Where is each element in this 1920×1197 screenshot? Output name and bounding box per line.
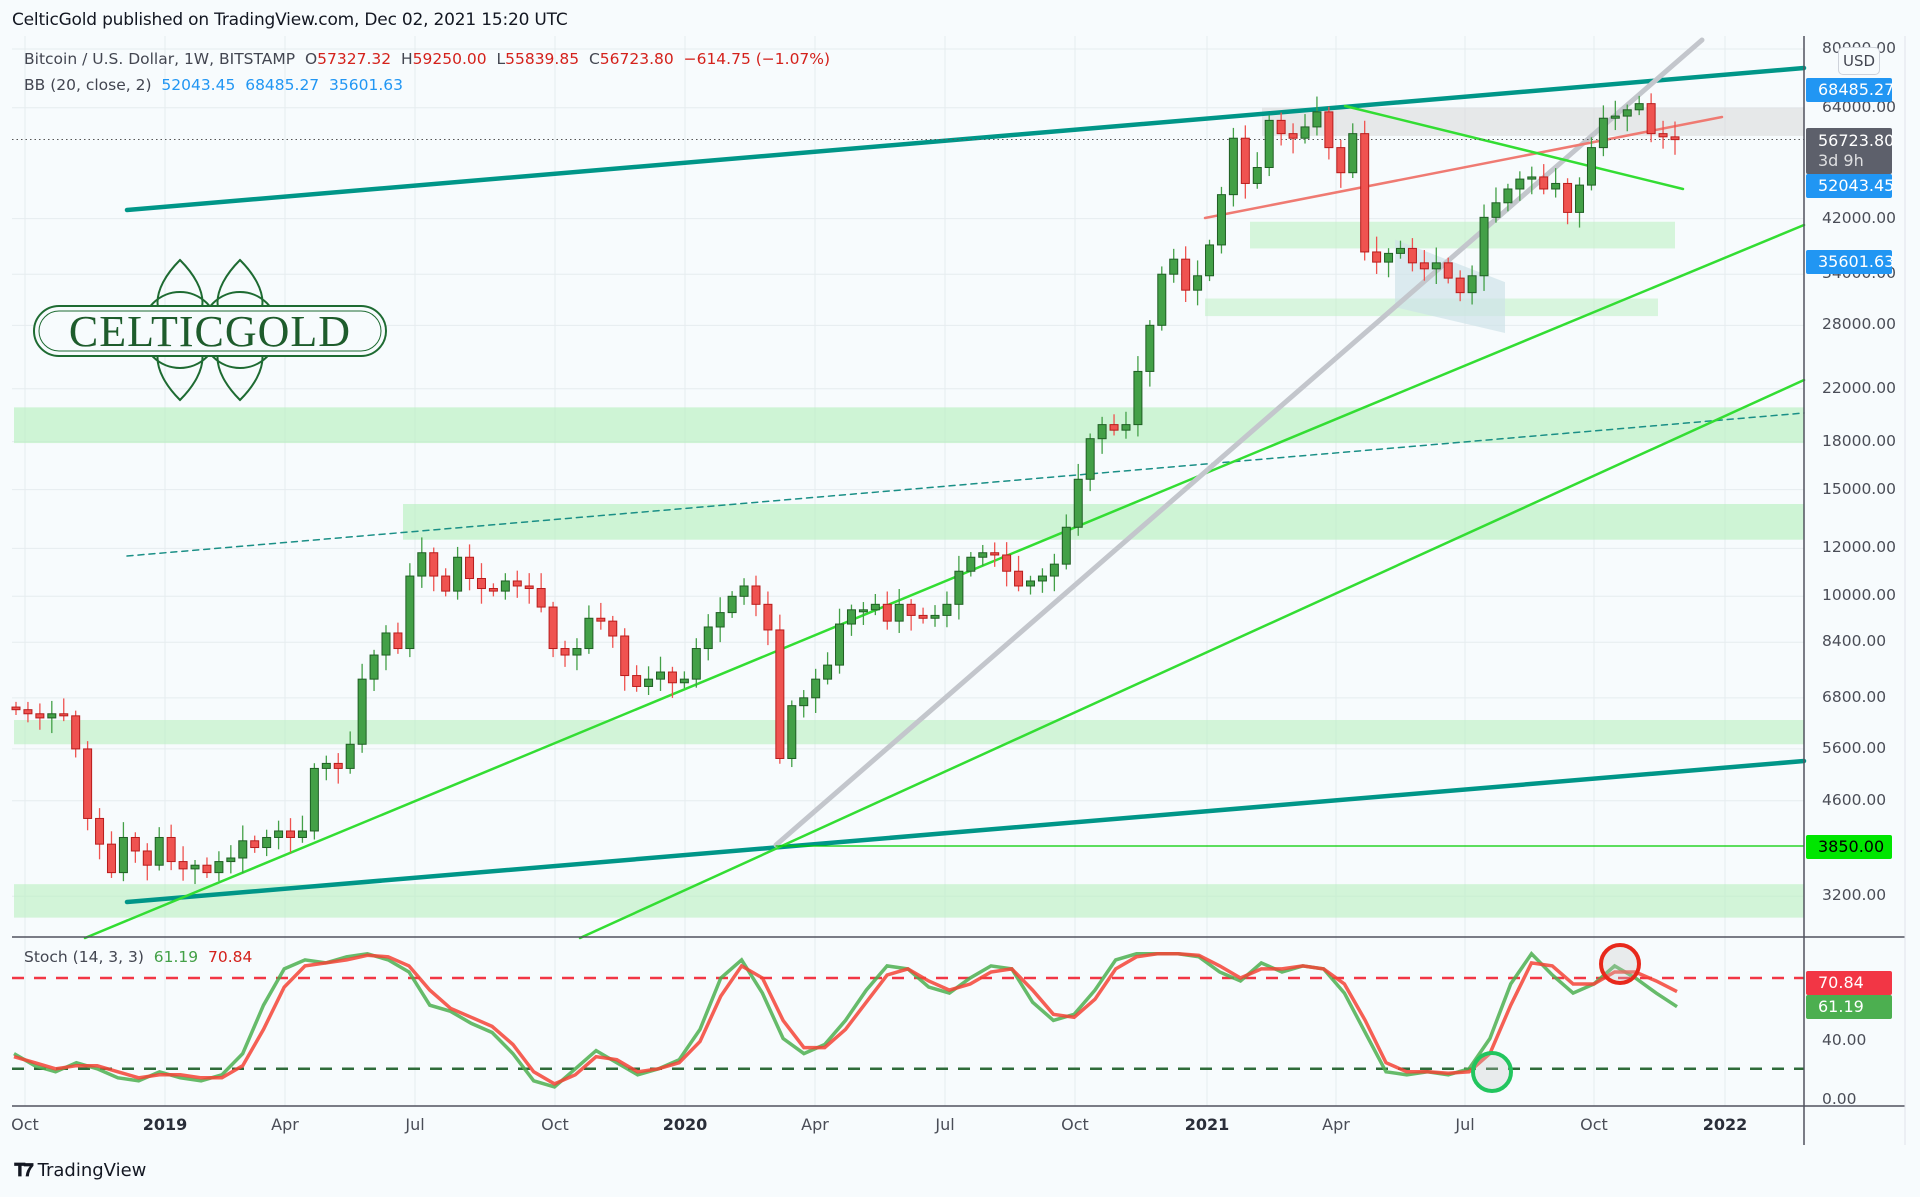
support-level-tag: 3850.00 <box>1806 835 1892 859</box>
price-tick: 18000.00 <box>1822 431 1896 450</box>
price-tick: 8400.00 <box>1822 632 1887 651</box>
price-tick: 28000.00 <box>1822 315 1896 334</box>
bb-basis-tag: 52043.45 <box>1806 174 1894 198</box>
stoch-d: 70.84 <box>208 948 253 966</box>
close-value: 56723.80 <box>599 50 674 68</box>
change-value: −614.75 (−1.07%) <box>683 50 831 68</box>
support-resistance-zones <box>14 107 1804 918</box>
time-tick: Jul <box>1455 1115 1475 1134</box>
high-value: 59250.00 <box>412 50 487 68</box>
time-tick: Apr <box>271 1115 299 1134</box>
price-tick: 12000.00 <box>1822 538 1896 557</box>
time-tick: Oct <box>11 1115 39 1134</box>
time-tick: Apr <box>801 1115 829 1134</box>
stochastic-panel <box>12 943 1804 1093</box>
last-price-tag: 56723.80 3d 9h <box>1806 128 1894 174</box>
low-value: 55839.85 <box>505 50 580 68</box>
celticgold-logo: CELTICGOLD <box>33 258 387 402</box>
price-tick: 15000.00 <box>1822 479 1896 498</box>
bb-upper: 68485.27 <box>245 76 320 94</box>
tradingview-footer[interactable]: 𝐓𝟕 TradingView <box>14 1160 146 1181</box>
candlestick-series <box>11 93 1680 885</box>
published-header: CelticGold published on TradingView.com,… <box>12 10 568 30</box>
symbol-legend: Bitcoin / U.S. Dollar, 1W, BITSTAMP O573… <box>24 50 831 68</box>
price-tick: 3200.00 <box>1822 886 1887 905</box>
time-tick: 2021 <box>1184 1115 1230 1134</box>
time-tick: Jul <box>935 1115 955 1134</box>
bb-lower: 35601.63 <box>329 76 403 94</box>
time-tick: Oct <box>1061 1115 1089 1134</box>
time-tick: Oct <box>1580 1115 1608 1134</box>
time-tick: Oct <box>541 1115 569 1134</box>
bollinger-legend: BB (20, close, 2) 52043.45 68485.27 3560… <box>24 76 403 94</box>
tradingview-logo-icon: 𝐓𝟕 <box>14 1160 34 1181</box>
time-tick: 2022 <box>1702 1115 1748 1134</box>
bb-basis: 52043.45 <box>161 76 236 94</box>
bb-label: BB (20, close, 2) <box>24 76 152 94</box>
tradingview-brand: TradingView <box>37 1160 147 1181</box>
stoch-tick-0: 0.00 <box>1822 1090 1857 1108</box>
stoch-k-tag: 61.19 <box>1806 995 1892 1019</box>
bar-countdown: 3d 9h <box>1818 151 1864 170</box>
price-tick: 64000.00 <box>1822 97 1896 116</box>
bb-lower-tag: 35601.63 <box>1806 250 1894 274</box>
currency-badge[interactable]: USD <box>1838 47 1880 75</box>
symbol-name: Bitcoin / U.S. Dollar, 1W, BITSTAMP <box>24 50 296 68</box>
price-tick: 4600.00 <box>1822 790 1887 809</box>
stoch-legend: Stoch (14, 3, 3) 61.19 70.84 <box>24 948 252 966</box>
axis-frames <box>12 36 1906 1145</box>
price-tick: 22000.00 <box>1822 378 1896 397</box>
time-tick: Jul <box>405 1115 425 1134</box>
stoch-d-tag: 70.84 <box>1806 971 1892 995</box>
trendlines <box>12 37 1807 940</box>
price-tick: 5600.00 <box>1822 738 1887 757</box>
stoch-k: 61.19 <box>153 948 199 966</box>
time-tick: Apr <box>1322 1115 1350 1134</box>
price-tick: 10000.00 <box>1822 586 1896 605</box>
price-tick: 42000.00 <box>1822 208 1896 227</box>
stoch-tick-40: 40.00 <box>1822 1031 1867 1049</box>
open-value: 57327.32 <box>317 50 392 68</box>
bb-upper-tag: 68485.27 <box>1806 78 1894 102</box>
price-tick: 6800.00 <box>1822 687 1887 706</box>
svg-text:CELTICGOLD: CELTICGOLD <box>69 307 351 356</box>
stoch-label: Stoch (14, 3, 3) <box>24 948 144 966</box>
time-tick: 2020 <box>662 1115 708 1134</box>
time-tick: 2019 <box>142 1115 188 1134</box>
